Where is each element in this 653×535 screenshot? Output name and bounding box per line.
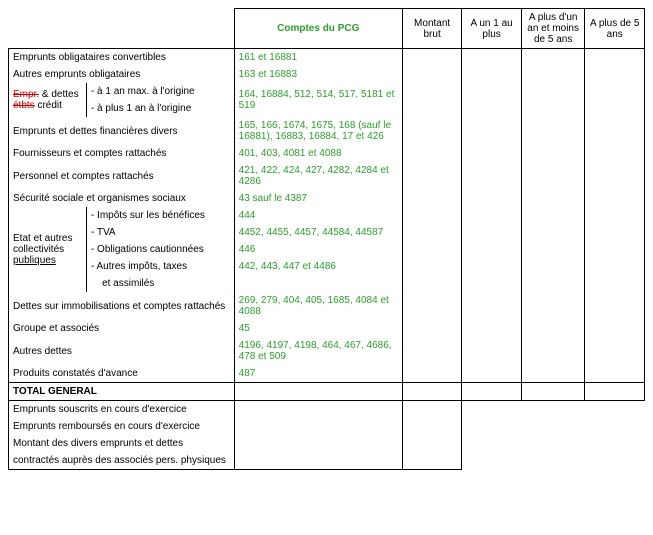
table-row: Personnel et comptes rattachés 421, 422,…: [9, 162, 645, 190]
row-pcg: 487: [234, 365, 402, 383]
table-row: - TVA 4452, 4455, 4457, 44584, 44587: [9, 224, 645, 241]
row-label: Groupe et associés: [9, 320, 235, 337]
row-pcg: 4452, 4455, 4457, 44584, 44587: [234, 224, 402, 241]
row-pcg: 269, 279, 404, 405, 1685, 4084 et 4088: [234, 292, 402, 320]
header-pcg: Comptes du PCG: [234, 9, 402, 49]
table-row: et assimilés: [9, 275, 645, 292]
total-label: TOTAL GENERAL: [9, 383, 235, 401]
financial-table: Comptes du PCG Montant brut A un 1 au pl…: [8, 8, 645, 470]
row-pcg: 442, 443, 447 et 4486: [234, 258, 402, 275]
row-label: Emprunts et dettes financières divers: [9, 117, 235, 145]
table-row: Produits constatés d'avance 487: [9, 365, 645, 383]
footer-label: Montant des divers emprunts et dettes: [9, 435, 235, 452]
table-row: Etat et autres collectivités publiques -…: [9, 207, 645, 224]
row-pcg: 163 et 16883: [234, 66, 402, 83]
row-pcg: 444: [234, 207, 402, 224]
header-row: Comptes du PCG Montant brut A un 1 au pl…: [9, 9, 645, 49]
table-row: Sécurité sociale et organismes sociaux 4…: [9, 190, 645, 207]
row-label: Personnel et comptes rattachés: [9, 162, 235, 190]
row-label: Dettes sur immobilisations et comptes ra…: [9, 292, 235, 320]
row-label: Produits constatés d'avance: [9, 365, 235, 383]
sub-label: - à plus 1 an à l'origine: [86, 100, 234, 117]
footer-row: Emprunts souscrits en cours d'exercice: [9, 401, 645, 419]
row-label: Sécurité sociale et organismes sociaux: [9, 190, 235, 207]
row-pcg: 45: [234, 320, 402, 337]
sub-label: - Obligations cautionnées: [86, 241, 234, 258]
table-row: Emprunts obligataires convertibles 161 e…: [9, 49, 645, 67]
total-row: TOTAL GENERAL: [9, 383, 645, 401]
row-pcg: 421, 422, 424, 427, 4282, 4284 et 4286: [234, 162, 402, 190]
header-blank: [9, 9, 235, 49]
table-row: Emprunts et dettes financières divers 16…: [9, 117, 645, 145]
row-pcg: 401, 403, 4081 et 4088: [234, 145, 402, 162]
table-row: - Autres impôts, taxes 442, 443, 447 et …: [9, 258, 645, 275]
group-title: Etat et autres collectivités publiques: [9, 207, 87, 292]
strike-text: étbts: [13, 100, 35, 111]
footer-label: contractés auprès des associés pers. phy…: [9, 452, 235, 470]
row-label: Autres emprunts obligataires: [9, 66, 235, 83]
row-label: Autres dettes: [9, 337, 235, 365]
footer-label: Emprunts remboursés en cours d'exercice: [9, 418, 235, 435]
row-label: Emprunts obligataires convertibles: [9, 49, 235, 67]
table-row: Autres emprunts obligataires 163 et 1688…: [9, 66, 645, 83]
header-cinq: A plus de 5 ans: [585, 9, 645, 49]
row-pcg: 446: [234, 241, 402, 258]
header-un-cinq: A plus d'un an et moins de 5 ans: [521, 9, 585, 49]
row-pcg: 161 et 16881: [234, 49, 402, 67]
sub-label: - Impôts sur les bénéfices: [86, 207, 234, 224]
sub-label: - à 1 an max. à l'origine: [86, 83, 234, 100]
table-row: Empr. & dettes étbts crédit - à 1 an max…: [9, 83, 645, 100]
sub-label: - TVA: [86, 224, 234, 241]
table-row: Groupe et associés 45: [9, 320, 645, 337]
row-label: Fournisseurs et comptes rattachés: [9, 145, 235, 162]
row-pcg: 164, 16884, 512, 514, 517, 5181 et 519: [234, 83, 402, 117]
row-pcg: [234, 275, 402, 292]
header-un-an: A un 1 au plus: [462, 9, 521, 49]
row-pcg: 43 sauf le 4387: [234, 190, 402, 207]
table-row: Fournisseurs et comptes rattachés 401, 4…: [9, 145, 645, 162]
sub-label: et assimilés: [86, 275, 234, 292]
row-pcg: 4196, 4197, 4198, 464, 467, 4686, 478 et…: [234, 337, 402, 365]
header-montant: Montant brut: [402, 9, 461, 49]
group-title: Empr. & dettes étbts crédit: [9, 83, 87, 117]
table-row: Autres dettes 4196, 4197, 4198, 464, 467…: [9, 337, 645, 365]
sub-label: - Autres impôts, taxes: [86, 258, 234, 275]
row-pcg: 165, 166, 1674, 1675, 168 (sauf le 16881…: [234, 117, 402, 145]
footer-label: Emprunts souscrits en cours d'exercice: [9, 401, 235, 419]
strike-text: Empr.: [13, 89, 39, 100]
table-row: - Obligations cautionnées 446: [9, 241, 645, 258]
table-row: Dettes sur immobilisations et comptes ra…: [9, 292, 645, 320]
